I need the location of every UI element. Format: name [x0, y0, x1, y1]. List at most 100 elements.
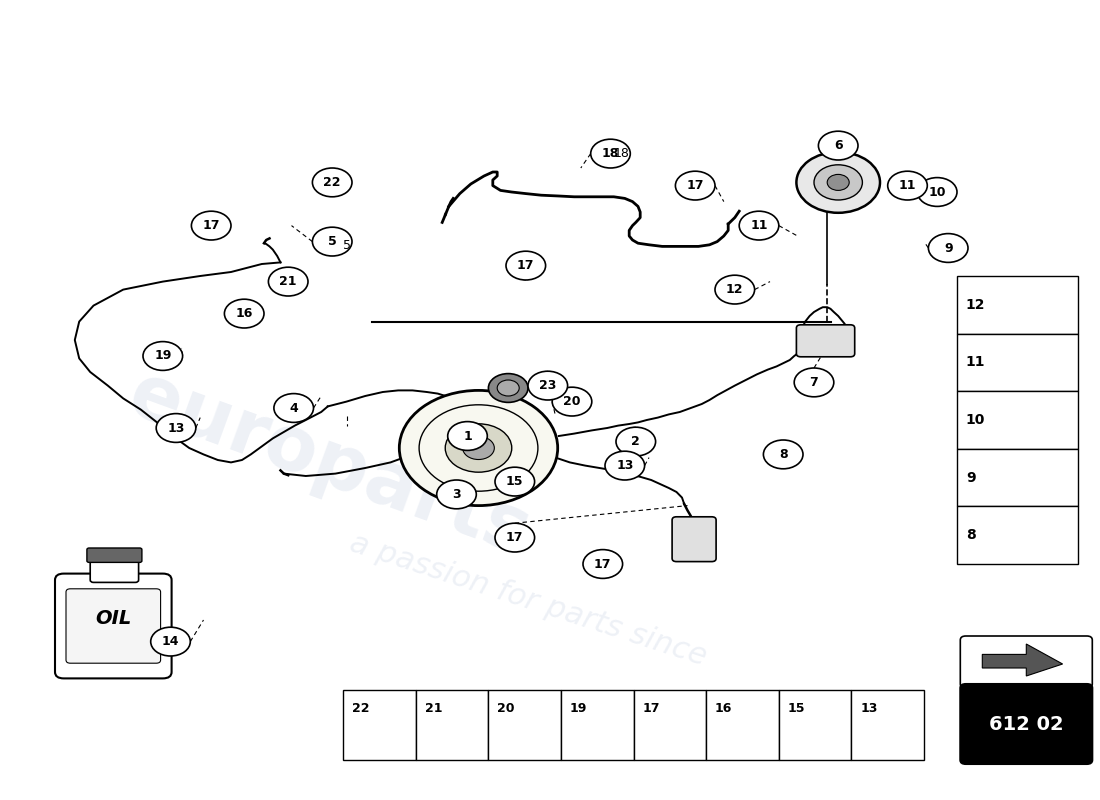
Text: 19: 19 [570, 702, 587, 714]
FancyBboxPatch shape [66, 589, 161, 663]
Text: 14: 14 [162, 635, 179, 648]
Text: 13: 13 [860, 702, 878, 714]
Text: 15: 15 [788, 702, 805, 714]
Circle shape [917, 178, 957, 206]
Polygon shape [982, 644, 1063, 676]
Text: 21: 21 [279, 275, 297, 288]
Text: 10: 10 [928, 186, 946, 198]
Text: a passion for parts since: a passion for parts since [345, 529, 711, 671]
Circle shape [399, 390, 558, 506]
Text: 15: 15 [506, 475, 524, 488]
Text: 11: 11 [899, 179, 916, 192]
Text: 5: 5 [343, 239, 351, 252]
Circle shape [928, 234, 968, 262]
Circle shape [191, 211, 231, 240]
Text: 17: 17 [594, 558, 612, 570]
Text: 18: 18 [602, 147, 619, 160]
Circle shape [739, 211, 779, 240]
Circle shape [675, 171, 715, 200]
Text: 12: 12 [966, 298, 986, 312]
Text: 22: 22 [323, 176, 341, 189]
Bar [416, 690, 488, 760]
Circle shape [268, 267, 308, 296]
FancyBboxPatch shape [55, 574, 172, 678]
Text: 17: 17 [686, 179, 704, 192]
Text: 20: 20 [563, 395, 581, 408]
Text: 8: 8 [966, 528, 976, 542]
Text: 17: 17 [642, 702, 660, 714]
Circle shape [448, 422, 487, 450]
Text: 22: 22 [352, 702, 370, 714]
Circle shape [156, 414, 196, 442]
Text: 17: 17 [202, 219, 220, 232]
Circle shape [151, 627, 190, 656]
Circle shape [497, 380, 519, 396]
Circle shape [463, 437, 494, 459]
Circle shape [605, 451, 645, 480]
Circle shape [224, 299, 264, 328]
Text: 18: 18 [614, 147, 629, 160]
Circle shape [528, 371, 568, 400]
Text: 12: 12 [726, 283, 744, 296]
Bar [957, 391, 1078, 449]
Circle shape [312, 227, 352, 256]
Circle shape [583, 550, 623, 578]
Text: 2: 2 [631, 435, 640, 448]
Circle shape [763, 440, 803, 469]
Circle shape [312, 168, 352, 197]
Circle shape [495, 523, 535, 552]
FancyBboxPatch shape [960, 636, 1092, 688]
FancyBboxPatch shape [796, 325, 855, 357]
Text: OIL: OIL [96, 609, 131, 627]
Text: 17: 17 [517, 259, 535, 272]
Text: 9: 9 [966, 470, 976, 485]
Text: 1: 1 [463, 430, 472, 442]
Text: 612 02: 612 02 [989, 714, 1064, 734]
Circle shape [827, 174, 849, 190]
Text: 6: 6 [834, 139, 843, 152]
Bar [488, 690, 561, 760]
Circle shape [796, 152, 880, 213]
Text: 13: 13 [616, 459, 634, 472]
Text: 23: 23 [539, 379, 557, 392]
Circle shape [446, 424, 512, 472]
Bar [957, 506, 1078, 564]
Text: 5: 5 [328, 235, 337, 248]
Bar [561, 690, 634, 760]
Circle shape [488, 374, 528, 402]
Circle shape [552, 387, 592, 416]
Text: 16: 16 [235, 307, 253, 320]
Text: 7: 7 [810, 376, 818, 389]
Circle shape [715, 275, 755, 304]
Text: 11: 11 [750, 219, 768, 232]
Circle shape [814, 165, 862, 200]
FancyBboxPatch shape [960, 684, 1092, 764]
Text: 4: 4 [289, 402, 298, 414]
Bar [957, 334, 1078, 391]
Bar [779, 690, 851, 760]
Text: 9: 9 [944, 242, 953, 254]
FancyBboxPatch shape [90, 555, 139, 582]
Circle shape [794, 368, 834, 397]
Bar [343, 690, 416, 760]
Circle shape [274, 394, 313, 422]
Circle shape [143, 342, 183, 370]
Circle shape [888, 171, 927, 200]
Bar [634, 690, 706, 760]
Text: 3: 3 [452, 488, 461, 501]
FancyBboxPatch shape [672, 517, 716, 562]
Text: 10: 10 [966, 413, 986, 427]
Circle shape [437, 480, 476, 509]
Text: 16: 16 [715, 702, 733, 714]
Text: 11: 11 [966, 355, 986, 370]
Text: 8: 8 [779, 448, 788, 461]
Bar [957, 276, 1078, 334]
Text: 21: 21 [425, 702, 442, 714]
Circle shape [495, 467, 535, 496]
Text: 13: 13 [167, 422, 185, 434]
Circle shape [591, 139, 630, 168]
Circle shape [506, 251, 546, 280]
Bar [706, 690, 779, 760]
Text: 20: 20 [497, 702, 515, 714]
Bar [957, 449, 1078, 506]
